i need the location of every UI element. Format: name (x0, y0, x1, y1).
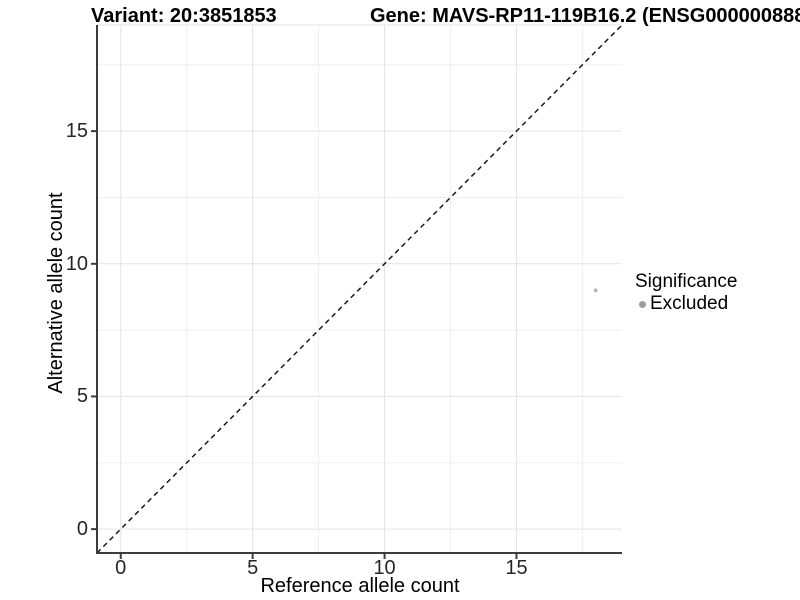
x-tick-label: 5 (247, 557, 259, 579)
legend-item: Excluded (635, 294, 737, 314)
variant-title: Variant: 20:3851853 (91, 5, 277, 27)
legend-title: Significance (635, 271, 738, 292)
major-gridlines (97, 24, 622, 553)
minor-gridlines (97, 25, 622, 553)
identity-line (96, 24, 623, 554)
x-axis-title: Reference allele count (260, 575, 460, 597)
x-tick-label: 15 (505, 557, 528, 579)
x-tick-label: 10 (373, 557, 396, 579)
y-axis-title: Alternative allele count (45, 192, 67, 394)
y-tick-label: 10 (65, 252, 88, 275)
tick-marks (91, 130, 518, 559)
y-tick-label: 15 (65, 120, 88, 143)
identity-dashed-line (96, 24, 623, 554)
y-tick-label: 0 (76, 518, 88, 541)
gene-title: Gene: MAVS-RP11-119B16.2 (ENSG0000008888… (370, 5, 800, 27)
y-tick-label: 5 (76, 385, 88, 408)
axis-lines (96, 25, 622, 554)
legend-point-icon (639, 300, 646, 308)
data-points (593, 288, 598, 293)
legend: Significance Excluded (635, 272, 737, 314)
x-tick-label: 0 (115, 557, 127, 579)
data-point (593, 288, 598, 293)
legend-item-label: Excluded (650, 293, 729, 314)
